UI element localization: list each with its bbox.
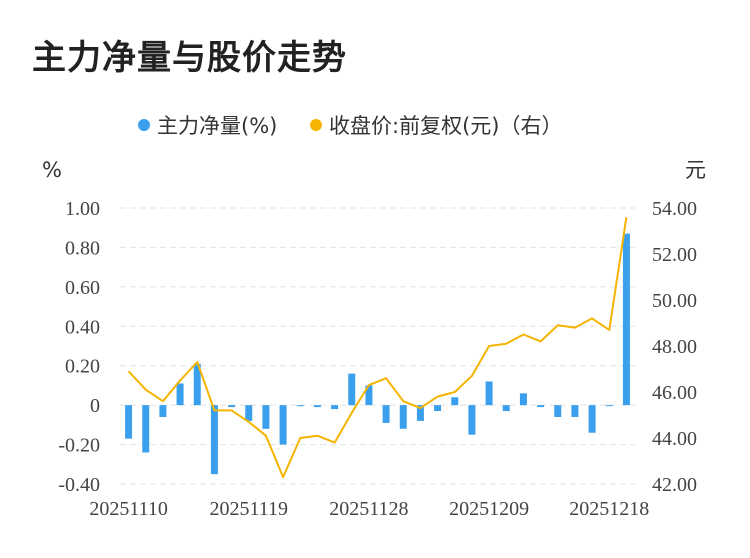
- bar: [451, 397, 459, 406]
- bar: [228, 405, 236, 408]
- left-axis: 1.00 0.80 0.60 0.40 0.20 0 -0.20 -0.40: [58, 198, 100, 496]
- left-tick-label: 1.00: [65, 198, 100, 220]
- bar: [348, 373, 356, 406]
- right-tick-label: 50.00: [652, 290, 697, 312]
- x-tick-label: 20251128: [329, 498, 408, 520]
- legend[interactable]: 主力净量(%) 收盘价:前复权(元)（右）: [138, 114, 562, 138]
- right-axis: 54.00 52.00 50.00 48.00 46.00 44.00 42.00: [652, 198, 697, 496]
- bar: [159, 405, 167, 417]
- left-tick-label: 0: [90, 395, 100, 417]
- x-tick-label: 20251119: [209, 498, 288, 520]
- x-tick-label: 20251209: [449, 498, 529, 520]
- right-tick-label: 42.00: [652, 474, 697, 496]
- bar: [176, 383, 184, 406]
- right-tick-label: 48.00: [652, 336, 697, 358]
- left-tick-label: -0.20: [58, 435, 100, 457]
- legend-dot-bar: [138, 119, 150, 131]
- left-tick-label: 0.40: [65, 316, 100, 338]
- bar: [502, 405, 510, 412]
- bar: [434, 405, 442, 412]
- right-tick-label: 54.00: [652, 198, 697, 220]
- bar: [519, 393, 527, 406]
- left-tick-label: 0.20: [65, 356, 100, 378]
- left-tick-label: -0.40: [58, 474, 100, 496]
- price-line: [127, 217, 628, 479]
- gridlines: [120, 207, 635, 485]
- bar: [571, 405, 579, 417]
- bar: [416, 405, 424, 421]
- bar: [245, 405, 253, 421]
- bar: [554, 405, 562, 417]
- bar: [279, 405, 287, 445]
- bar: [125, 405, 133, 439]
- left-axis-unit: %: [42, 158, 62, 182]
- bar-series: [125, 233, 630, 475]
- line-series: [127, 217, 628, 479]
- legend-dot-line: [310, 119, 322, 131]
- bar: [537, 405, 545, 408]
- bar: [296, 405, 304, 407]
- x-tick-label: 20251218: [569, 498, 649, 520]
- right-tick-label: 46.00: [652, 382, 697, 404]
- legend-label-bar: 主力净量(%): [157, 114, 277, 138]
- bar: [365, 385, 373, 406]
- bar: [399, 405, 407, 429]
- chart-title: 主力净量与股价走势: [32, 38, 347, 78]
- bar: [142, 405, 150, 453]
- x-axis: 20251110 20251119 20251128 20251209 20251218: [89, 498, 649, 520]
- right-axis-unit: 元: [685, 158, 706, 182]
- bar: [313, 405, 321, 408]
- bar: [485, 381, 493, 406]
- bar: [331, 405, 339, 410]
- bar: [262, 405, 270, 429]
- legend-label-line: 收盘价:前复权(元)（右）: [329, 114, 562, 138]
- bar: [622, 233, 630, 406]
- left-tick-label: 0.60: [65, 277, 100, 299]
- x-tick-label: 20251110: [89, 498, 168, 520]
- left-tick-label: 0.80: [65, 237, 100, 259]
- bar: [382, 405, 390, 423]
- bar: [605, 405, 613, 407]
- bar: [193, 363, 201, 406]
- bar: [468, 405, 476, 435]
- right-tick-label: 44.00: [652, 428, 697, 450]
- bar: [210, 405, 218, 475]
- right-tick-label: 52.00: [652, 244, 697, 266]
- bar: [588, 405, 596, 433]
